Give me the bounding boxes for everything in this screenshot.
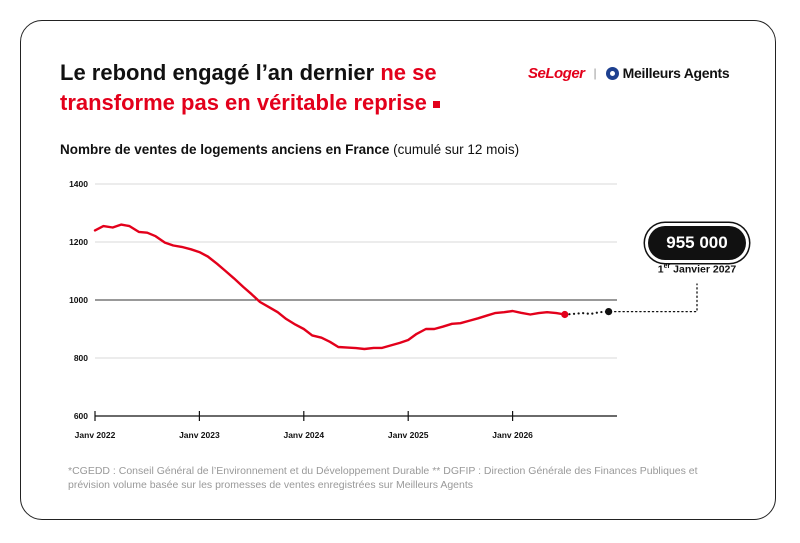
y-tick-label: 1400 — [69, 179, 88, 189]
headline: Le rebond engagé l’an dernier ne se tran… — [60, 58, 520, 118]
seloger-logo: SeLoger — [528, 64, 585, 82]
meilleurs-agents-logo: Meilleurs Agents — [622, 65, 730, 81]
forecast-line — [563, 310, 610, 316]
x-tick-label: Janv 2023 — [179, 430, 220, 440]
forecast-point — [605, 308, 613, 316]
headline-part1: Le rebond engagé l’an dernier — [60, 60, 375, 85]
chart-subtitle-bold: Nombre de ventes de logements anciens en… — [60, 142, 390, 157]
headline-dot-icon — [432, 100, 440, 108]
x-tick-label: Janv 2024 — [283, 430, 324, 440]
y-tick-label: 600 — [74, 411, 88, 421]
chart-subtitle: Nombre de ventes de logements anciens en… — [60, 142, 519, 157]
y-tick-label: 800 — [74, 353, 88, 363]
callout-connector — [613, 283, 698, 313]
footnote: *CGEDD : Conseil Général de l’Environnem… — [68, 465, 698, 491]
brand-logos: SeLoger | Meilleurs Agents — [528, 62, 730, 84]
x-tick-label: Janv 2022 — [75, 430, 116, 440]
chart-subtitle-normal: (cumulé sur 12 mois) — [393, 142, 520, 157]
sales-line — [93, 223, 566, 351]
meilleurs-agents-icon — [605, 66, 619, 80]
forecast-value-badge: 955 000 — [648, 226, 746, 260]
brand-separator: | — [593, 66, 597, 80]
forecast-date-suffix: Janvier 2027 — [673, 263, 737, 276]
forecast-date: 1er Janvier 2027 — [630, 263, 764, 276]
forecast-date-prefix: 1 — [657, 263, 664, 276]
forecast-date-sup: er — [663, 263, 671, 270]
chart-card — [20, 20, 776, 520]
headline-accent: ne se transforme pas en véritable repris… — [60, 60, 437, 115]
last-actual-point — [561, 310, 569, 319]
y-tick-label: 1000 — [69, 295, 88, 305]
x-tick-label: Janv 2026 — [492, 430, 533, 440]
y-tick-label: 1200 — [69, 237, 88, 247]
x-tick-label: Janv 2025 — [388, 430, 429, 440]
